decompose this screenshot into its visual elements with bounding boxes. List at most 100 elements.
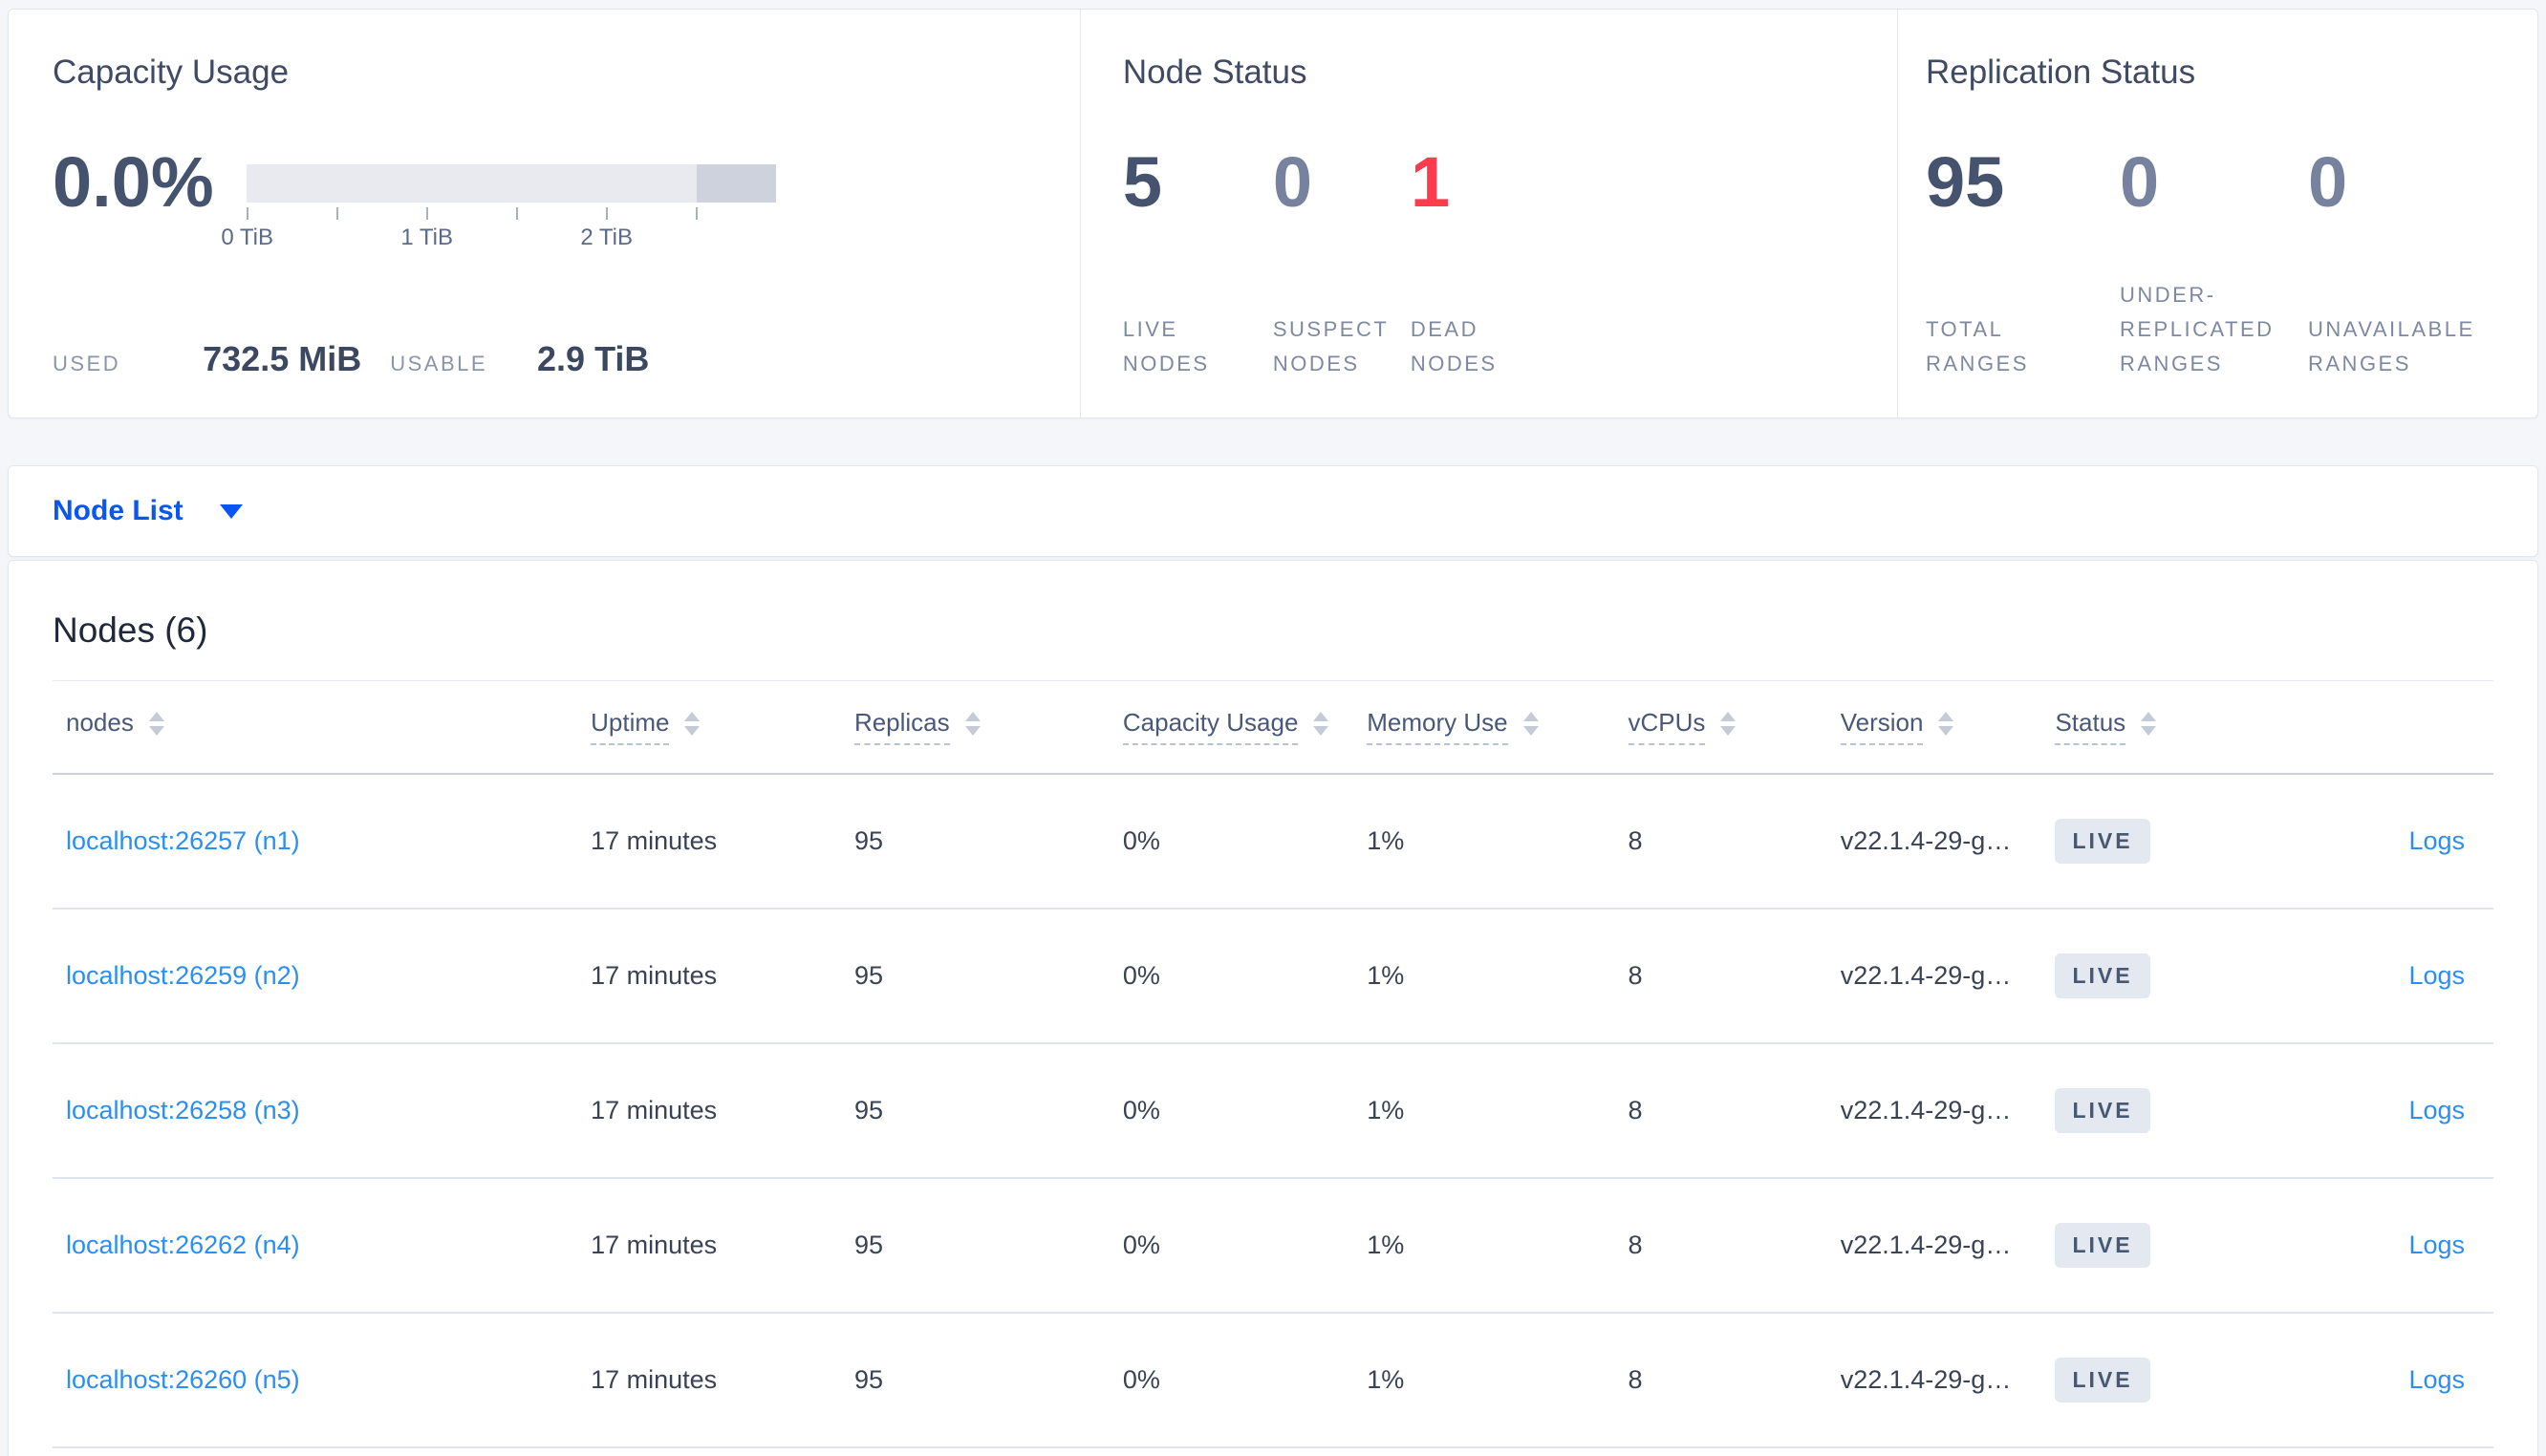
column-header-status[interactable]: Status — [2041, 680, 2294, 775]
uptime-cell: 17 minutes — [577, 773, 841, 910]
column-header-memory-use[interactable]: Memory Use — [1353, 680, 1615, 775]
sort-icon[interactable] — [148, 712, 164, 737]
memory-use-cell: 1% — [1353, 773, 1615, 910]
node-row: localhost:26260 (n5) 17 minutes 95 0% 1%… — [53, 1312, 2493, 1448]
node-row: localhost:26262 (n4) 17 minutes 95 0% 1%… — [53, 1177, 2493, 1314]
replication-status-section: Replication Status 95 TOTAL RANGES 0 UND… — [1897, 10, 2537, 418]
uptime-cell: 17 minutes — [577, 908, 841, 1044]
suspect-nodes-label: SUSPECT NODES — [1272, 317, 1389, 375]
live-nodes-stat: 5 LIVE NODES — [1123, 147, 1273, 418]
status-badge: LIVE — [2055, 1222, 2150, 1268]
nodes-section-title: Nodes (6) — [53, 610, 208, 650]
capacity-axis-ticks — [246, 205, 776, 221]
chevron-down-icon[interactable] — [219, 503, 243, 519]
replicas-cell: 95 — [840, 908, 1110, 1044]
table-header-row: nodes Uptime Replicas Capacity Usage Mem… — [53, 680, 2493, 775]
total-ranges-label: TOTAL RANGES — [1926, 317, 2029, 375]
node-address-link[interactable]: localhost:26260 (n5) — [66, 1364, 300, 1394]
capacity-axis-labels: 0 TiB 1 TiB 2 TiB — [221, 225, 776, 253]
capacity-usage-cell: 0% — [1109, 908, 1354, 1044]
column-header-vcpus[interactable]: vCPUs — [1614, 680, 1827, 775]
uptime-cell: 17 minutes — [577, 1312, 841, 1448]
version-cell: v22.1.4-29-g… — [1826, 1177, 2042, 1314]
suspect-nodes-stat: 0 SUSPECT NODES — [1273, 147, 1411, 418]
column-header-nodes[interactable]: nodes — [53, 680, 578, 775]
unavailable-ranges-stat: 0 UNAVAILABLE RANGES — [2308, 147, 2537, 418]
usable-label: USABLE — [390, 352, 488, 375]
sort-icon[interactable] — [1720, 712, 1737, 737]
dead-nodes-label: DEAD NODES — [1410, 317, 1498, 375]
dead-nodes-stat: 1 DEAD NODES — [1411, 147, 1583, 418]
column-header-capacity-usage[interactable]: Capacity Usage — [1109, 680, 1354, 775]
total-ranges-stat: 95 TOTAL RANGES — [1926, 147, 2120, 418]
capacity-percent: 0.0% — [53, 142, 214, 222]
capacity-usage-cell: 0% — [1109, 1312, 1354, 1448]
sort-icon[interactable] — [684, 712, 701, 737]
axis-tick — [246, 207, 248, 220]
node-address-link[interactable]: localhost:26259 (n2) — [66, 960, 300, 990]
view-selector-dropdown[interactable]: Node List — [8, 465, 2538, 557]
column-header-version[interactable]: Version — [1826, 680, 2042, 775]
axis-tick — [695, 207, 698, 220]
capacity-summary: USED 732.5 MiB USABLE 2.9 TiB — [53, 339, 1080, 379]
vcpus-cell: 8 — [1614, 1177, 1827, 1314]
vcpus-cell: 8 — [1614, 1042, 1827, 1179]
dead-nodes-count: 1 — [1410, 142, 1451, 222]
sort-icon[interactable] — [1522, 712, 1539, 737]
capacity-usage-cell: 0% — [1109, 1177, 1354, 1314]
node-address-link[interactable]: localhost:26258 (n3) — [66, 1095, 300, 1124]
status-badge: LIVE — [2055, 953, 2150, 998]
sort-icon[interactable] — [964, 712, 981, 737]
total-ranges-count: 95 — [1926, 142, 2005, 222]
replicas-cell: 95 — [840, 773, 1110, 910]
version-cell: v22.1.4-29-g… — [1826, 1042, 2042, 1179]
uptime-cell: 17 minutes — [577, 1042, 841, 1179]
capacity-gauge: 0 TiB 1 TiB 2 TiB — [221, 164, 776, 253]
replication-status-title: Replication Status — [1926, 54, 2196, 91]
status-badge: LIVE — [2055, 1087, 2150, 1133]
unavailable-ranges-count: 0 — [2308, 142, 2348, 222]
node-address-link[interactable]: localhost:26262 (n4) — [66, 1230, 300, 1259]
memory-use-cell: 1% — [1353, 1042, 1615, 1179]
memory-use-cell: 1% — [1353, 908, 1615, 1044]
used-value: 732.5 MiB — [203, 339, 362, 378]
capacity-usage-section: Capacity Usage 0.0% 0 TiB 1 TiB — [9, 10, 1080, 418]
version-cell: v22.1.4-29-g… — [1826, 1312, 2042, 1448]
axis-tick — [425, 207, 428, 220]
vcpus-cell: 8 — [1614, 1312, 1827, 1448]
logs-link[interactable]: Logs — [2408, 1230, 2465, 1259]
column-header-uptime[interactable]: Uptime — [577, 680, 841, 775]
node-row: localhost:26257 (n1) 17 minutes 95 0% 1%… — [53, 773, 2493, 910]
replicas-cell: 95 — [840, 1312, 1110, 1448]
column-header-replicas[interactable]: Replicas — [840, 680, 1110, 775]
sort-icon[interactable] — [2141, 712, 2157, 737]
capacity-bar-usable-segment — [246, 164, 697, 203]
capacity-usage-cell: 0% — [1109, 773, 1354, 910]
under-replicated-ranges-label: UNDER-REPLICATED RANGES — [2120, 283, 2275, 375]
sort-icon[interactable] — [1313, 712, 1329, 737]
cluster-overview-panel: Capacity Usage 0.0% 0 TiB 1 TiB — [8, 9, 2538, 418]
under-replicated-ranges-count: 0 — [2120, 142, 2160, 222]
axis-tick — [335, 207, 338, 220]
live-nodes-label: LIVE NODES — [1122, 317, 1210, 375]
logs-link[interactable]: Logs — [2408, 1095, 2465, 1124]
status-badge: LIVE — [2055, 818, 2150, 864]
live-nodes-count: 5 — [1122, 142, 1163, 222]
node-address-link[interactable]: localhost:26257 (n1) — [66, 825, 300, 855]
logs-link[interactable]: Logs — [2408, 825, 2465, 855]
usable-value: 2.9 TiB — [537, 339, 650, 378]
used-label: USED — [53, 352, 121, 375]
logs-link[interactable]: Logs — [2408, 960, 2465, 990]
replicas-cell: 95 — [840, 1177, 1110, 1314]
sort-icon[interactable] — [1938, 712, 1954, 737]
column-header-logs — [2293, 680, 2493, 775]
vcpus-cell: 8 — [1614, 908, 1827, 1044]
view-selector-label[interactable]: Node List — [53, 495, 183, 526]
under-replicated-ranges-stat: 0 UNDER-REPLICATED RANGES — [2120, 147, 2308, 418]
capacity-usage-title: Capacity Usage — [53, 54, 290, 91]
uptime-cell: 17 minutes — [577, 1177, 841, 1314]
nodes-table: nodes Uptime Replicas Capacity Usage Mem… — [53, 680, 2493, 1448]
logs-link[interactable]: Logs — [2408, 1364, 2465, 1394]
axis-label-2tib: 2 TiB — [580, 225, 634, 250]
nodes-table-panel: Nodes (6) nodes Uptime Replicas — [8, 560, 2538, 1456]
